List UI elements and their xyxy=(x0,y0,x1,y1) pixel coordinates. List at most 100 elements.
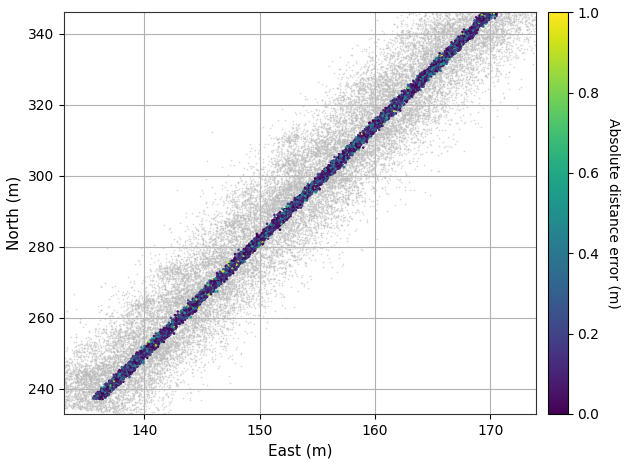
Point xyxy=(241,187,251,195)
Point xyxy=(422,62,432,69)
Point xyxy=(271,224,282,232)
Point xyxy=(256,252,266,260)
Point xyxy=(364,85,374,92)
Point xyxy=(316,137,326,145)
Point xyxy=(360,104,370,111)
Point xyxy=(78,385,88,393)
Point xyxy=(209,236,219,243)
Point xyxy=(413,86,424,93)
Point xyxy=(454,53,464,61)
Point xyxy=(367,95,377,102)
Point xyxy=(125,395,135,402)
Point xyxy=(318,177,328,185)
Point xyxy=(406,93,417,100)
Point xyxy=(243,240,253,247)
Point xyxy=(336,143,346,151)
Point xyxy=(311,149,321,157)
Point xyxy=(152,331,162,339)
Point xyxy=(357,130,367,138)
Point xyxy=(346,136,356,144)
Point xyxy=(324,121,334,129)
Point xyxy=(429,74,439,82)
Point xyxy=(188,289,198,297)
Point xyxy=(435,57,445,65)
Point xyxy=(145,260,155,268)
Point xyxy=(283,142,293,150)
Point xyxy=(368,130,378,137)
Point xyxy=(472,19,483,27)
Point xyxy=(88,392,99,399)
Point xyxy=(342,171,353,179)
Point xyxy=(314,184,324,192)
Point xyxy=(125,346,135,353)
Point xyxy=(522,0,532,5)
Point xyxy=(260,251,271,259)
Point xyxy=(371,146,381,153)
Point xyxy=(174,329,184,337)
Point xyxy=(150,352,161,360)
Point xyxy=(75,340,85,347)
Point xyxy=(290,183,300,190)
Point xyxy=(168,324,179,331)
Point xyxy=(422,44,433,52)
Point xyxy=(344,171,355,178)
Point xyxy=(328,197,338,204)
Point xyxy=(143,301,154,309)
Point xyxy=(308,214,318,221)
Point xyxy=(71,398,81,405)
Point xyxy=(303,188,313,196)
Point xyxy=(195,271,205,279)
Point xyxy=(228,306,239,313)
Point xyxy=(265,239,275,246)
Point xyxy=(254,237,264,244)
Point xyxy=(203,278,213,286)
Point xyxy=(310,206,321,213)
Point xyxy=(206,283,216,291)
Point xyxy=(394,86,404,94)
Point xyxy=(193,299,203,306)
Point xyxy=(418,74,428,82)
Point xyxy=(118,371,128,379)
Point xyxy=(320,197,330,205)
Point xyxy=(442,40,452,47)
Point xyxy=(315,186,325,193)
Point xyxy=(283,148,293,155)
Point xyxy=(248,253,259,261)
Point xyxy=(271,192,281,199)
Point xyxy=(145,361,155,369)
Point xyxy=(142,297,152,305)
Point xyxy=(403,86,413,93)
Point xyxy=(138,300,148,308)
Point xyxy=(471,24,481,31)
Point xyxy=(375,115,385,122)
Point xyxy=(271,219,282,226)
Point xyxy=(337,206,347,213)
Point xyxy=(367,136,378,144)
Point xyxy=(269,222,279,229)
Point xyxy=(495,49,506,56)
Point xyxy=(170,260,180,267)
Point xyxy=(361,138,371,145)
Point xyxy=(155,360,165,368)
Point xyxy=(283,198,293,206)
Point xyxy=(447,29,458,36)
Point xyxy=(465,3,476,10)
Point xyxy=(246,240,257,247)
Point xyxy=(432,105,442,113)
Point xyxy=(169,270,179,278)
Point xyxy=(470,82,481,89)
Point xyxy=(492,0,502,5)
Point xyxy=(364,127,374,134)
Point xyxy=(477,3,487,11)
Point xyxy=(447,61,457,69)
Point xyxy=(305,138,316,146)
Point xyxy=(196,271,206,278)
Point xyxy=(312,138,322,146)
Point xyxy=(444,0,454,2)
Point xyxy=(312,201,323,209)
Point xyxy=(469,40,479,47)
Point xyxy=(464,3,474,11)
Point xyxy=(289,175,300,183)
Point xyxy=(132,359,142,367)
Point xyxy=(225,246,236,253)
